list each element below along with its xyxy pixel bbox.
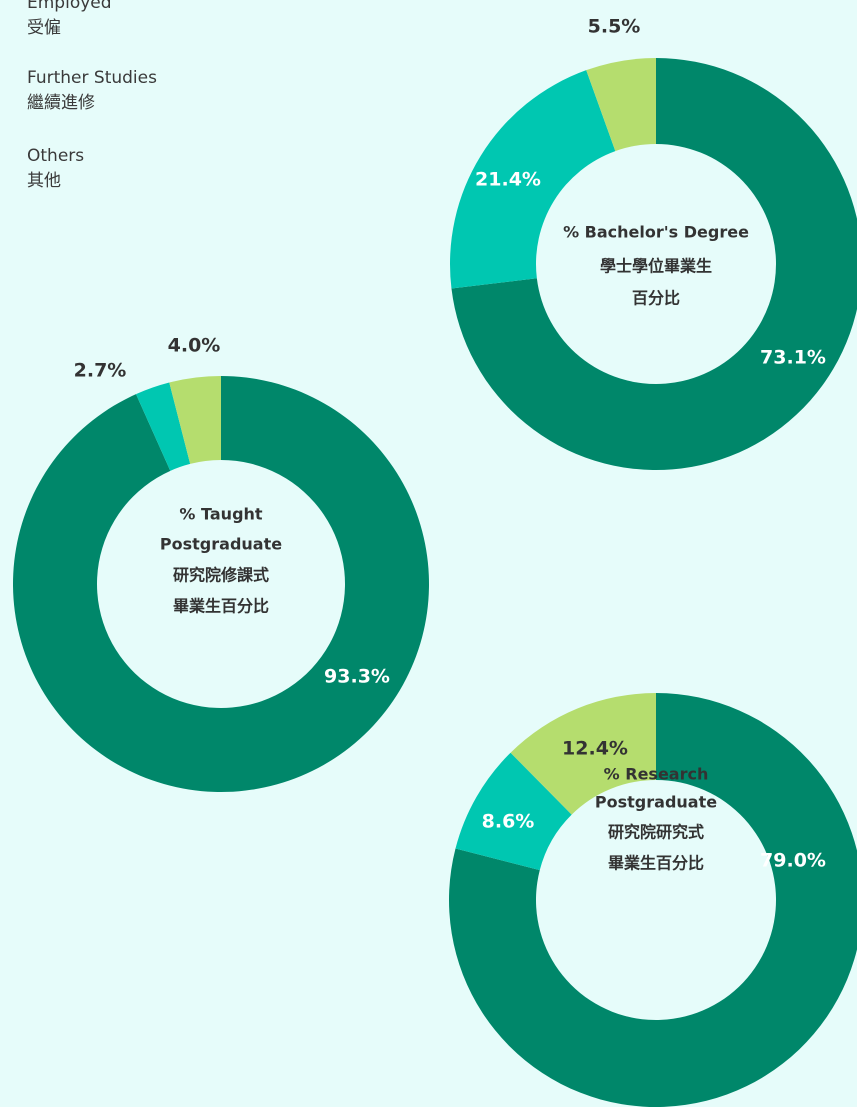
center-title: Postgraduate xyxy=(595,793,717,812)
center-title: 學士學位畢業生 xyxy=(600,257,712,276)
donut-segment xyxy=(455,752,572,871)
legend-label: Others xyxy=(27,146,84,166)
legend-label-zh: 其他 xyxy=(27,171,61,191)
value-label: 12.4% xyxy=(562,738,628,760)
donut-segment xyxy=(449,693,857,1107)
center-title: % Bachelor's Degree xyxy=(563,223,749,242)
center-title: 畢業生百分比 xyxy=(608,854,704,873)
legend-label-zh: 繼續進修 xyxy=(27,93,95,113)
center-title: 研究院修課式 xyxy=(173,566,269,585)
legend-label: Employed xyxy=(27,0,112,13)
center-title: Postgraduate xyxy=(160,535,282,554)
center-title: % Research xyxy=(604,765,709,784)
donut-segment xyxy=(12,376,429,793)
value-label: 93.3% xyxy=(324,666,390,688)
value-label: 8.6% xyxy=(482,811,535,833)
value-label: 21.4% xyxy=(475,169,541,191)
center-title: % Taught xyxy=(179,505,262,524)
value-label: 4.0% xyxy=(168,335,221,357)
center-title: 研究院研究式 xyxy=(608,823,704,842)
legend-label: Further Studies xyxy=(27,68,157,88)
donut-segment xyxy=(586,58,656,152)
center-title: 百分比 xyxy=(632,289,680,308)
donut-segment xyxy=(450,70,616,289)
value-label: 73.1% xyxy=(760,347,826,369)
value-label: 5.5% xyxy=(588,16,641,38)
value-label: 2.7% xyxy=(74,360,127,382)
legend-label-zh: 受僱 xyxy=(27,18,61,38)
value-label: 79.0% xyxy=(760,850,826,872)
donut-segment xyxy=(451,58,857,470)
donut-segment xyxy=(510,693,656,815)
donut-segment xyxy=(169,376,221,464)
center-title: 畢業生百分比 xyxy=(173,597,269,616)
donut-segment xyxy=(136,382,191,471)
